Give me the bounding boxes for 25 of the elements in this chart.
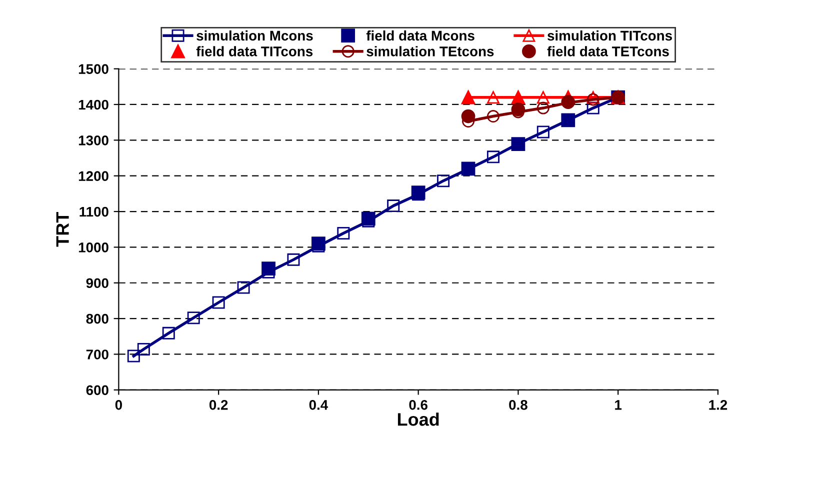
legend-label: simulation Mcons xyxy=(196,30,313,41)
y-tick-label: 600 xyxy=(86,385,108,396)
legend-label: simulation TEtcons xyxy=(366,46,494,56)
y-tick-label: 800 xyxy=(86,314,108,324)
legend-label: field data TITcons xyxy=(196,46,313,56)
y-tick-label: 1300 xyxy=(78,136,108,146)
y-tick-label: 1400 xyxy=(78,100,108,110)
x-tick-label: 0.8 xyxy=(509,400,528,410)
y-tick-label: 1500 xyxy=(78,64,108,74)
y-tick-label: 900 xyxy=(86,278,108,288)
x-tick-label: 0.4 xyxy=(309,400,328,410)
x-tick-label: 0.2 xyxy=(209,400,228,410)
x-tick-label: 0.6 xyxy=(409,400,428,410)
legend-label: field data Mcons xyxy=(366,30,474,41)
y-tick-label: 1100 xyxy=(80,206,108,217)
y-tick-label: 1000 xyxy=(78,242,108,252)
legend-label: simulation TITcons xyxy=(547,30,672,41)
y-tick-label: 700 xyxy=(86,350,108,360)
x-tick-label: 1 xyxy=(615,400,622,410)
x-tick-label: 0 xyxy=(115,400,122,410)
y-tick-label: 1200 xyxy=(78,171,108,182)
x-tick-label: 1.2 xyxy=(709,400,728,410)
y-axis-title: TRT xyxy=(56,212,69,247)
legend-label: field data TETcons xyxy=(547,46,669,56)
x-axis-title: Load xyxy=(398,412,439,426)
